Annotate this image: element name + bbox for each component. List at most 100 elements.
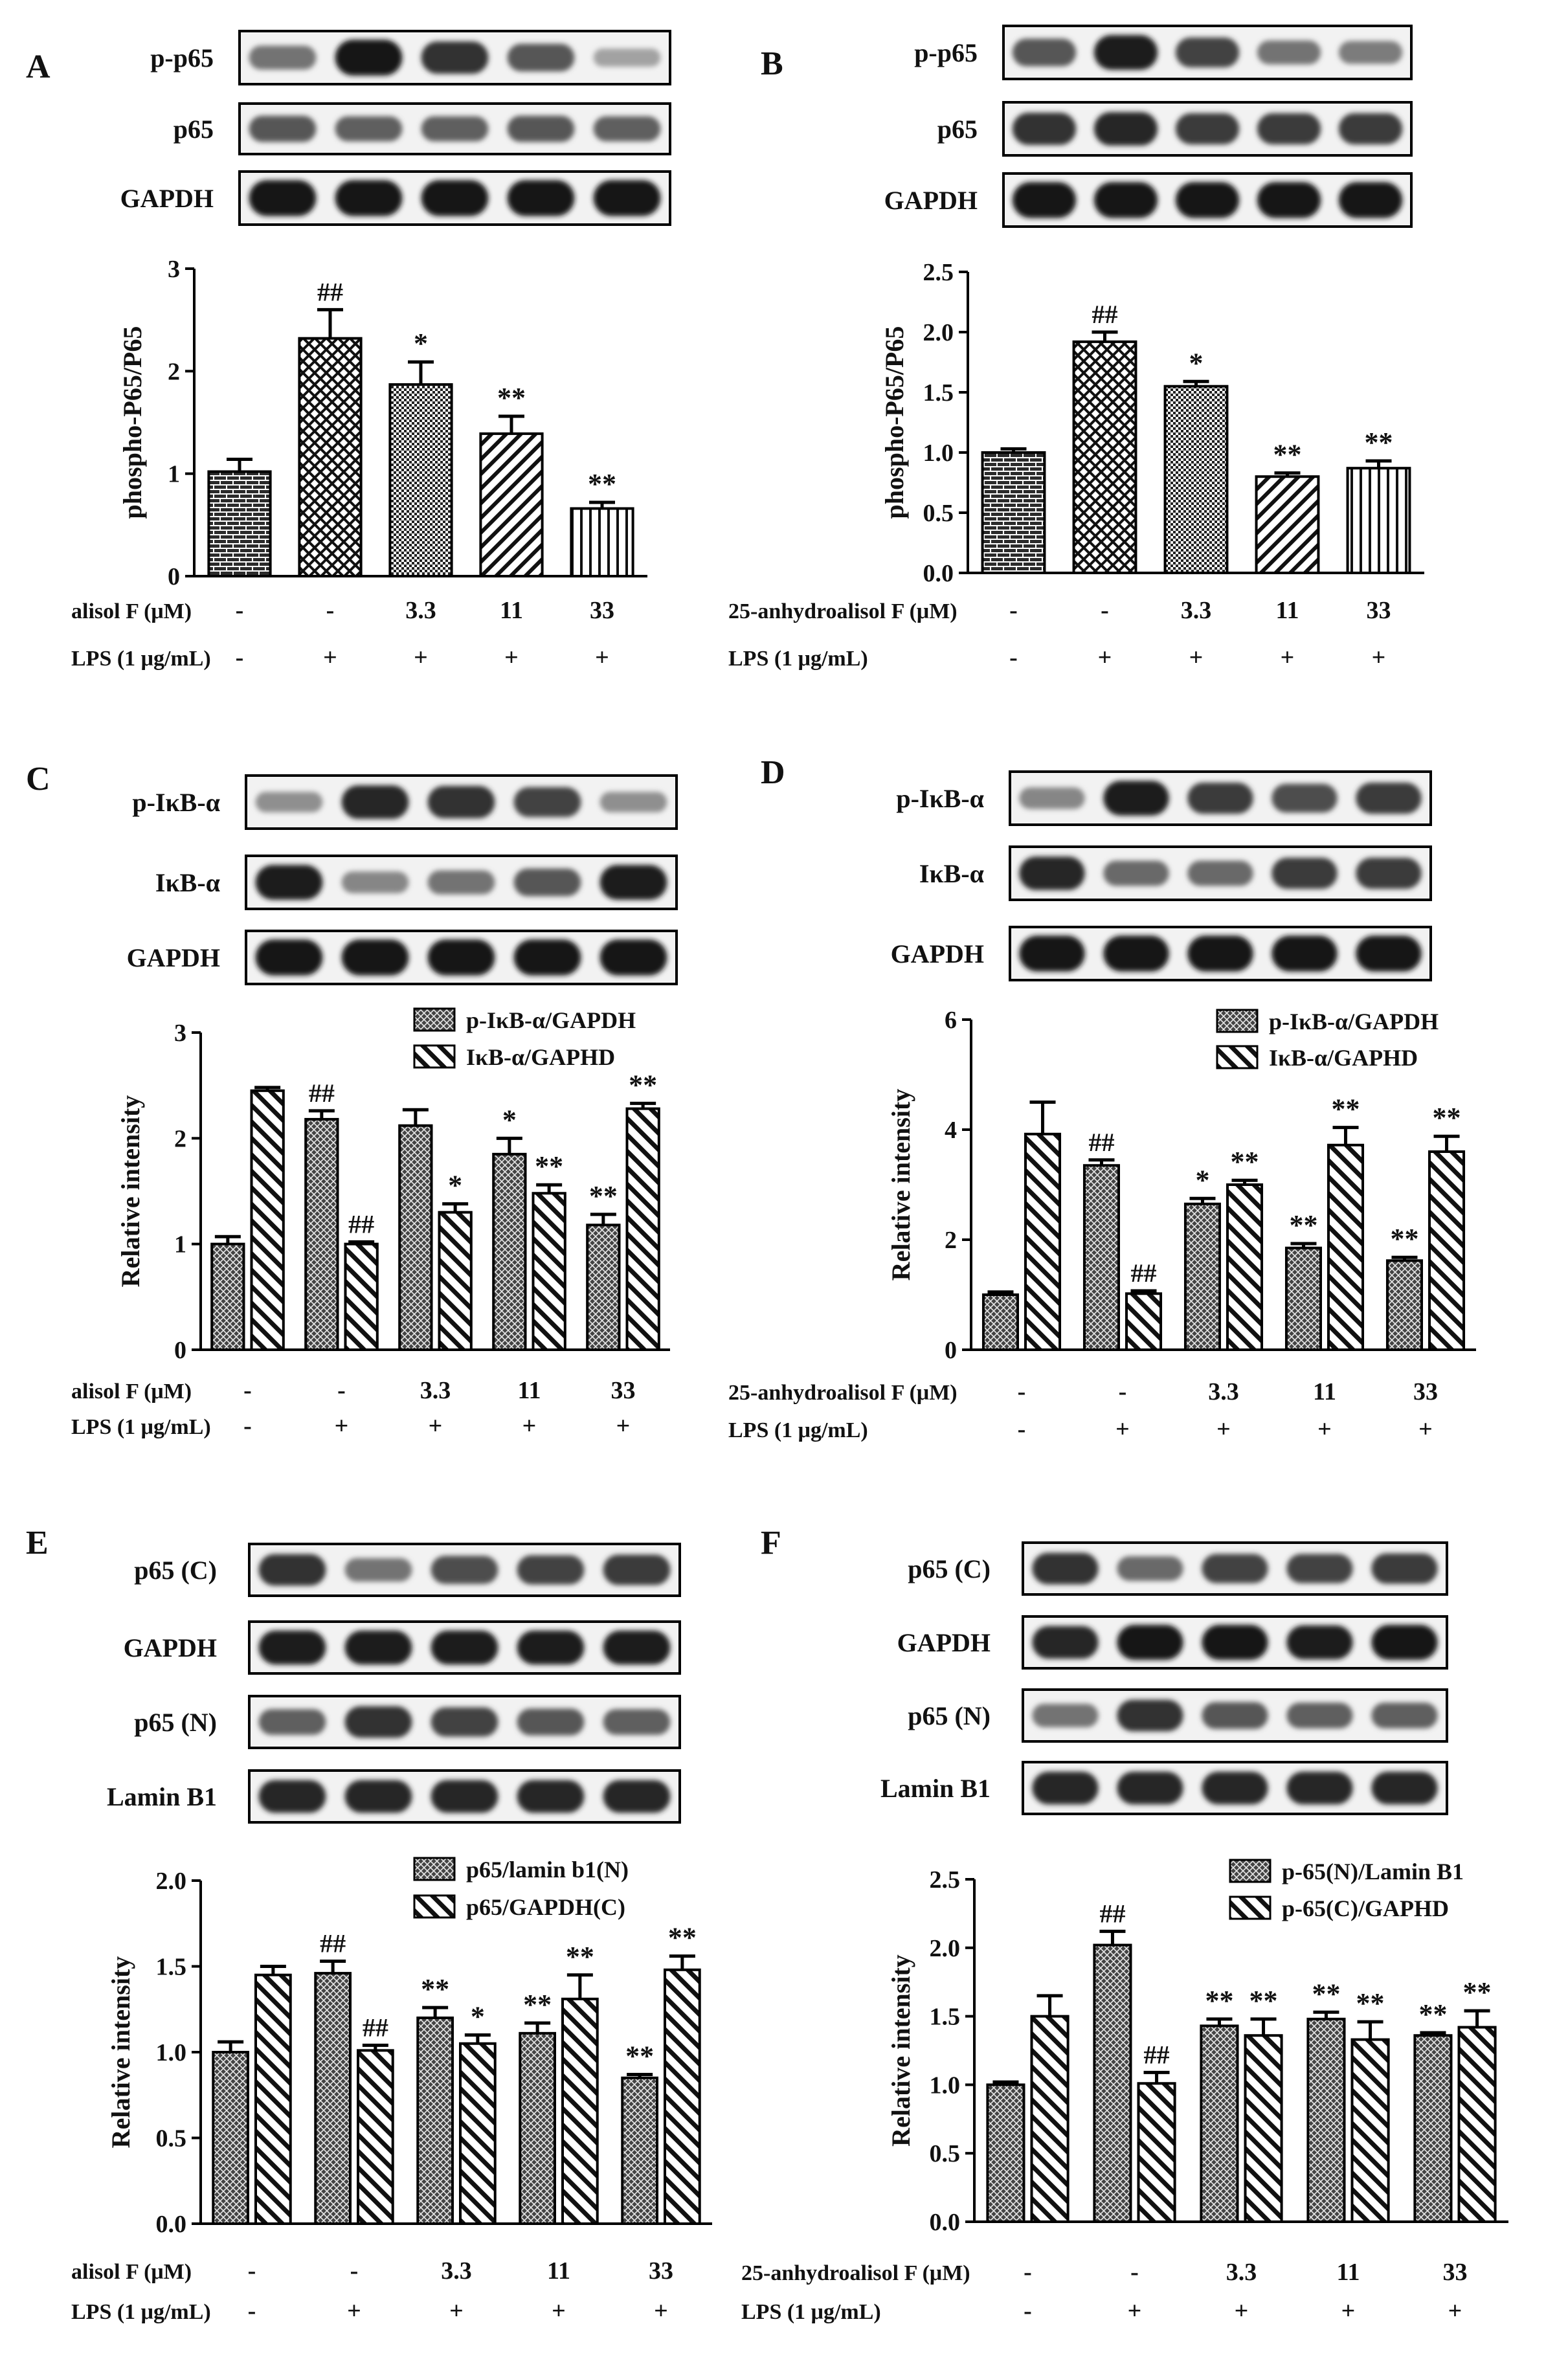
blot-band	[431, 1780, 498, 1813]
blot-band	[1371, 1553, 1438, 1584]
blot-band	[593, 180, 661, 216]
significance-mark: *	[502, 1104, 517, 1135]
condition-value: -	[1018, 1416, 1026, 1443]
y-tick-label: 4	[945, 1117, 957, 1144]
panel-d: Dp-IκB-α IκB-α GAPDH 0 2 4 6 Relative intensity…	[728, 754, 1476, 1443]
condition-value: +	[1448, 2298, 1462, 2325]
blot-band	[1202, 1702, 1268, 1729]
legend-label: IκB-α/GAPHD	[466, 1044, 615, 1070]
significance-mark: ##	[1144, 2040, 1170, 2069]
condition-value: +	[1372, 644, 1386, 671]
bar	[1306, 2017, 1346, 2224]
blot-band	[1093, 35, 1158, 70]
blot-strip: p65 (N)	[134, 1695, 681, 1749]
significance-mark: **	[625, 2040, 654, 2072]
blot-label: p65	[937, 115, 978, 144]
y-tick-label: 0.5	[923, 500, 954, 527]
blot-band	[431, 1556, 498, 1584]
significance-mark: ##	[1092, 300, 1118, 329]
legend-swatch	[1229, 1895, 1271, 1920]
y-tick-label: 2	[168, 358, 180, 385]
bar	[416, 2017, 454, 2225]
blot-band	[1019, 787, 1085, 809]
condition-value: -	[243, 1377, 252, 1404]
blot-label: p-IκB-α	[132, 788, 220, 817]
condition-value: 33	[1413, 1378, 1438, 1405]
legend-label: p-65(C)/GAPHD	[1282, 1895, 1449, 1921]
blot-band	[1338, 113, 1403, 145]
blot-band	[1202, 1554, 1268, 1583]
condition-value: -	[248, 2257, 256, 2285]
y-tick-label: 0	[174, 1337, 186, 1364]
significance-mark: ##	[309, 1079, 335, 1108]
blot-band	[1175, 113, 1240, 145]
condition-value: +	[504, 644, 519, 671]
condition-label: alisol F (μM)	[71, 2260, 192, 2284]
condition-label: alisol F (μM)	[71, 1380, 192, 1403]
bar	[1457, 2026, 1497, 2224]
blot-band	[255, 939, 323, 976]
condition-value: -	[326, 597, 335, 624]
blot-band	[427, 870, 495, 895]
y-tick-label: 2.0	[930, 1935, 961, 1962]
blot-band	[341, 871, 409, 893]
blot-label: p-IκB-α	[896, 784, 984, 813]
y-tick-label: 0.5	[156, 2125, 187, 2152]
blot-band	[1257, 182, 1321, 218]
blot-band	[513, 868, 581, 897]
blot-band	[599, 939, 667, 976]
blot-label: p65 (N)	[908, 1701, 991, 1730]
condition-value: 3.3	[1181, 597, 1212, 624]
blot-strip: p-p65	[914, 25, 1413, 80]
blot-strip: p65	[174, 102, 671, 155]
significance-mark: **	[535, 1150, 563, 1182]
condition-value: +	[1235, 2298, 1249, 2325]
condition-value: 11	[500, 597, 523, 624]
blot-band	[431, 1630, 498, 1665]
blot-band	[1019, 935, 1085, 972]
y-tick-label: 2.5	[930, 1866, 961, 1894]
blot-band	[421, 116, 489, 142]
condition-value: -	[236, 644, 244, 671]
condition-label: LPS (1 μg/mL)	[728, 1418, 868, 1442]
y-tick-label: 0	[945, 1337, 957, 1364]
condition-value: -	[1119, 1378, 1127, 1405]
blot-band	[507, 180, 575, 216]
condition-value: +	[414, 644, 428, 671]
blot-band	[1286, 1771, 1353, 1805]
condition-label: LPS (1 μg/mL)	[71, 647, 211, 671]
condition-value: -	[1024, 2259, 1032, 2286]
condition-value: +	[1098, 644, 1112, 671]
blot-band	[1019, 856, 1085, 890]
bar	[1385, 1259, 1423, 1352]
blot-band	[341, 939, 409, 976]
y-tick-label: 1.0	[930, 2072, 961, 2099]
significance-mark: **	[668, 1922, 697, 1954]
blot-strip: GAPDH	[884, 172, 1413, 228]
blot-band	[1371, 1624, 1438, 1660]
blot-band	[1117, 1699, 1183, 1732]
blot-label: p-p65	[150, 43, 214, 73]
blot-band	[517, 1555, 585, 1585]
blot-band	[1032, 1771, 1099, 1805]
y-axis-label: Relative intensity	[116, 1095, 145, 1288]
legend-label: p-65(N)/Lamin B1	[1282, 1859, 1464, 1884]
condition-value: +	[1189, 644, 1204, 671]
condition-value: +	[1418, 1416, 1433, 1443]
legend-label: IκB-α/GAPHD	[1269, 1045, 1418, 1071]
blot-band	[341, 785, 409, 819]
blot-band	[603, 1709, 671, 1735]
blot-label: IκB-α	[919, 859, 984, 888]
blot-label: GAPDH	[127, 943, 220, 972]
blot-band	[1103, 860, 1169, 886]
panel-letter: E	[26, 1525, 49, 1561]
blot-band	[1012, 38, 1077, 67]
condition-value: 3.3	[1208, 1378, 1239, 1405]
blot-band	[513, 787, 581, 818]
significance-mark: **	[421, 1973, 449, 2005]
blot-strip: p65 (N)	[908, 1688, 1448, 1743]
